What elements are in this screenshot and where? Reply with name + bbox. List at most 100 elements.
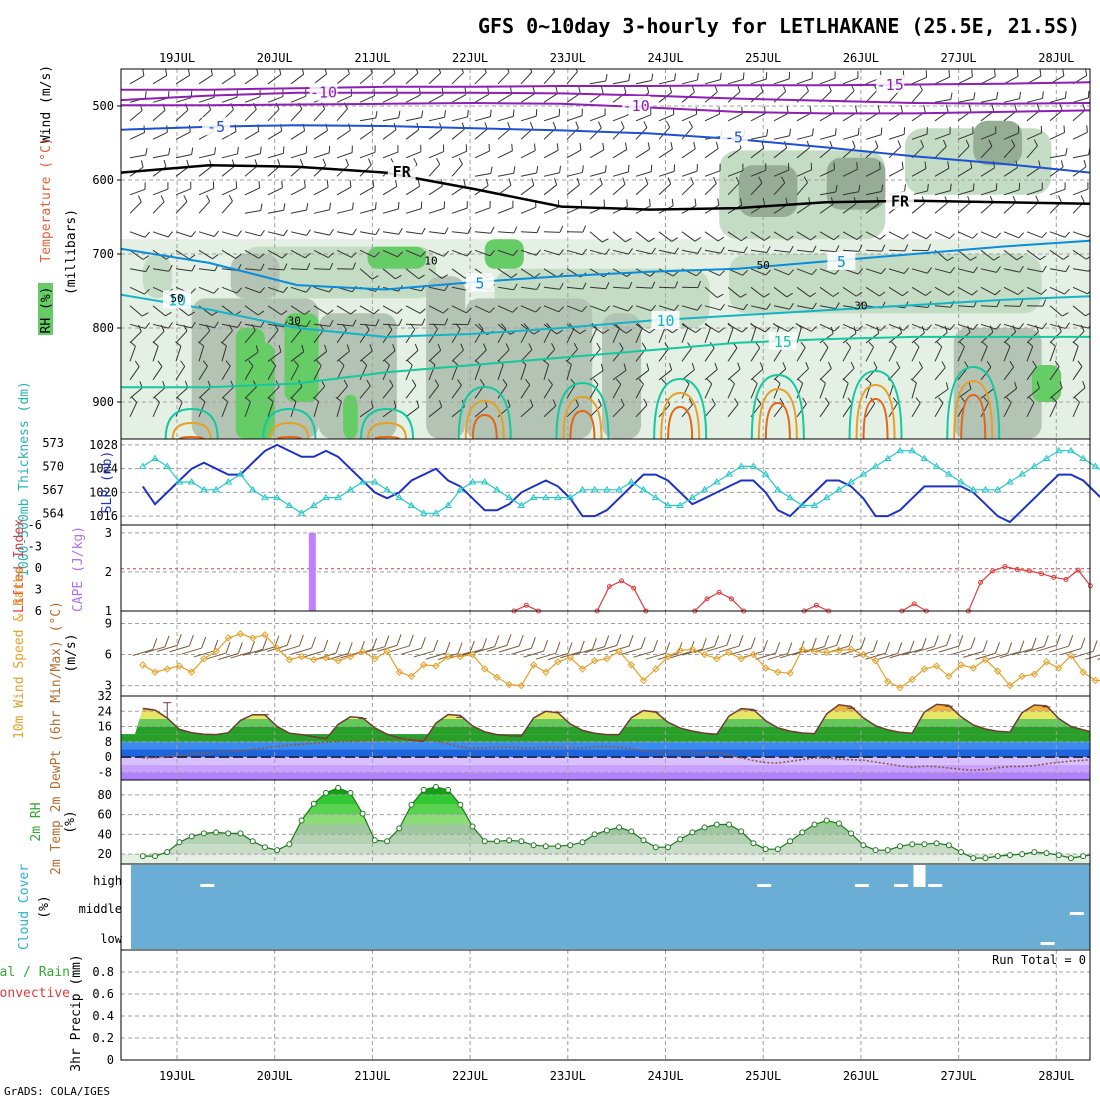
wind-barb-flag [282, 146, 285, 154]
wind-barb [129, 75, 145, 85]
wind-barb [1003, 268, 1020, 273]
wind-barb-flag [602, 329, 610, 334]
wind-barb-flag [1059, 103, 1063, 111]
wind-barb-flag [1042, 91, 1044, 99]
wind-barb-flag [646, 363, 650, 371]
wind-barb-flag [876, 326, 880, 334]
warm-contour [276, 435, 303, 439]
wind-barb-flag [734, 398, 739, 405]
wind-barb-flag [758, 176, 763, 184]
wind10m-barb [596, 644, 618, 652]
rh2m-point [347, 789, 354, 796]
wind-barb [727, 249, 744, 254]
wind-barb-flag [373, 308, 380, 315]
wind-barb-flag [438, 69, 442, 74]
wind-barb-flag [764, 326, 771, 333]
wind10m-barb [621, 647, 642, 655]
thickness-point [163, 462, 172, 469]
wind-barb-flag [290, 396, 297, 402]
thickness-point [212, 485, 220, 493]
wind-barb [244, 249, 260, 259]
wind-barb [336, 385, 348, 399]
wind-barb [589, 268, 605, 278]
wind10m-barb-flag [347, 642, 353, 654]
wind-barb [405, 116, 422, 122]
wind-barb [175, 401, 183, 417]
wind-barb [267, 130, 282, 140]
wind-barb [175, 201, 188, 214]
wind-barb [290, 152, 307, 159]
wind-barb [428, 350, 442, 362]
wind-barb-flag [1077, 360, 1083, 367]
wind10m-speed-point [249, 634, 257, 642]
wind10m-speed-point [371, 654, 379, 663]
wind-barb [1072, 109, 1086, 122]
wind-barb-flag [1049, 341, 1056, 347]
wind-barb [589, 370, 604, 381]
wind-barb-flag [737, 362, 741, 370]
wind-barb-flag [697, 72, 699, 80]
rh-band-dark [826, 157, 886, 210]
wind-barb [336, 129, 351, 140]
wind10m-barb-flag [604, 635, 610, 647]
lifted-index-tick-label: 3 [35, 583, 42, 597]
wind-barb-flag [467, 317, 472, 325]
wind10m-speed-point [346, 652, 355, 661]
wind-barb [267, 231, 284, 237]
thickness-point [688, 493, 697, 501]
wind-barb [819, 77, 836, 85]
wind-barb-flag [727, 322, 734, 329]
wind-barb-flag [489, 307, 495, 313]
wind-barb-flag [600, 86, 604, 94]
wind-barb-flag [1016, 69, 1019, 77]
wind-barb [1026, 145, 1038, 159]
wind-barb [566, 364, 572, 380]
wind-barb-flag [661, 378, 667, 385]
wind-barb [934, 231, 950, 240]
thickness-point [944, 470, 953, 477]
wind-barb [451, 163, 463, 177]
wind-barb-flag [511, 143, 513, 151]
wind-barb [428, 185, 443, 196]
wind-barb-flag [719, 270, 725, 276]
wind-barb-flag [329, 319, 334, 327]
wind-barb [244, 165, 258, 177]
wind-barb [934, 133, 951, 140]
wind-barb-flag [490, 166, 493, 174]
wind-barb-flag [650, 304, 656, 312]
wind-barb [313, 165, 327, 177]
wind-barb [1049, 387, 1063, 399]
wind-barb [129, 188, 146, 196]
wind-barb-flag [858, 184, 861, 192]
wind-barb [819, 203, 834, 214]
wind-barb-flag [993, 256, 1000, 261]
wind-barb [359, 407, 374, 418]
wind-barb [428, 249, 445, 257]
wind10m-barb-flag [921, 637, 927, 650]
wind-barb [819, 347, 829, 362]
wind10m-barb-flag [860, 637, 866, 649]
wind10m-barb [474, 646, 495, 654]
wind-barb [497, 305, 513, 313]
cloud-cover-gaps [200, 863, 1084, 945]
wind-barb-flag [301, 69, 305, 75]
rh2m-point [530, 842, 537, 849]
wind-barb-flag [303, 180, 306, 188]
wind10m-speed-point [835, 646, 843, 655]
wind-barb [865, 168, 881, 177]
wind-barb-flag [352, 319, 357, 327]
thickness-point [175, 478, 184, 485]
thickness-point [199, 485, 208, 493]
lifted-index-line [513, 604, 539, 612]
wind-barb-flag [970, 256, 977, 261]
wind-barb-flag [881, 184, 884, 192]
thickness-tick-label: 570 [42, 459, 64, 473]
wind-barb-flag [948, 290, 955, 296]
wind-barb-flag [199, 396, 206, 403]
thickness-point [896, 446, 904, 454]
wind-barb-flag [573, 342, 578, 350]
wind-barb [520, 384, 531, 399]
wind-barb [957, 249, 971, 261]
